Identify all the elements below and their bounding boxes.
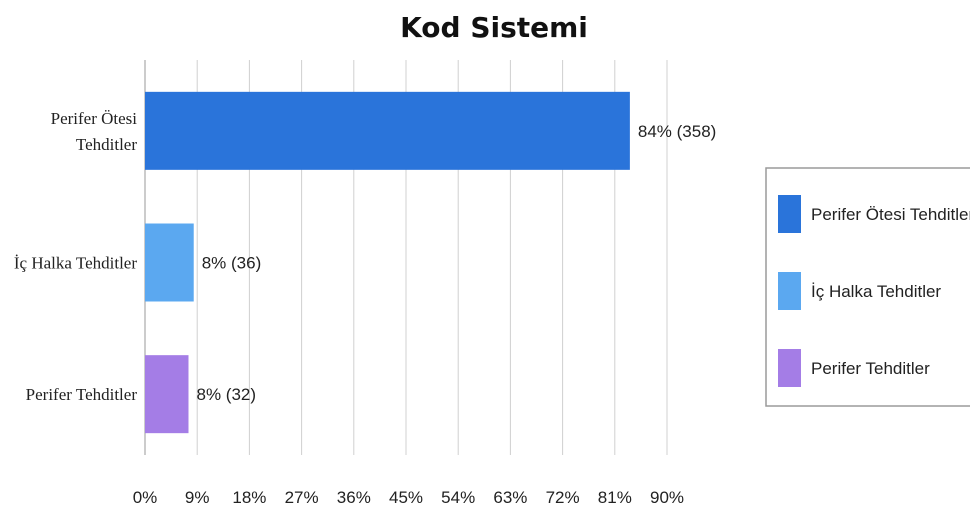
- bar: [145, 91, 630, 170]
- legend-swatch: [778, 272, 801, 310]
- x-tick-label: 18%: [232, 488, 266, 507]
- x-tick-label: 72%: [546, 488, 580, 507]
- x-tick-label: 81%: [598, 488, 632, 507]
- x-tick-label: 45%: [389, 488, 423, 507]
- bars: [145, 91, 630, 434]
- legend: Perifer Ötesi Tehditler İç Halka Tehditle…: [765, 167, 970, 407]
- x-tick-label: 9%: [185, 488, 210, 507]
- x-tick-label: 63%: [493, 488, 527, 507]
- legend-swatch: [778, 349, 801, 387]
- bar: [145, 355, 189, 434]
- chart-title: Kod Sistemi: [400, 11, 588, 44]
- category-label-line: İç Halka Tehditler: [14, 254, 137, 273]
- x-tick-label: 27%: [285, 488, 319, 507]
- bar: [145, 223, 194, 302]
- data-label: 8% (32): [197, 385, 257, 404]
- x-tick-label: 0%: [133, 488, 158, 507]
- legend-label: Perifer Tehditler: [811, 359, 930, 378]
- category-label: Perifer Ötesi Tehditler: [51, 109, 138, 154]
- category-labels: Perifer Ötesi Tehditler İç Halka Tehditler…: [14, 109, 137, 404]
- category-label: İç Halka Tehditler: [14, 254, 137, 273]
- data-label: 84% (358): [638, 122, 716, 141]
- legend-swatch: [778, 195, 801, 233]
- category-label: Perifer Tehditler: [26, 385, 138, 404]
- x-axis-ticks: 0% 9% 18% 27% 36% 45% 54% 63% 72% 81% 90%: [133, 488, 684, 507]
- legend-label: Perifer Ötesi Tehditler: [811, 205, 970, 224]
- category-label-line: Perifer Ötesi: [51, 109, 138, 128]
- category-label-line: Tehditler: [76, 135, 137, 154]
- legend-label: İç Halka Tehditler: [811, 282, 941, 301]
- x-tick-label: 36%: [337, 488, 371, 507]
- data-labels: 84% (358) 8% (36) 8% (32): [197, 122, 717, 404]
- x-tick-label: 90%: [650, 488, 684, 507]
- data-label: 8% (36): [202, 254, 262, 273]
- x-tick-label: 54%: [441, 488, 475, 507]
- category-label-line: Perifer Tehditler: [26, 385, 138, 404]
